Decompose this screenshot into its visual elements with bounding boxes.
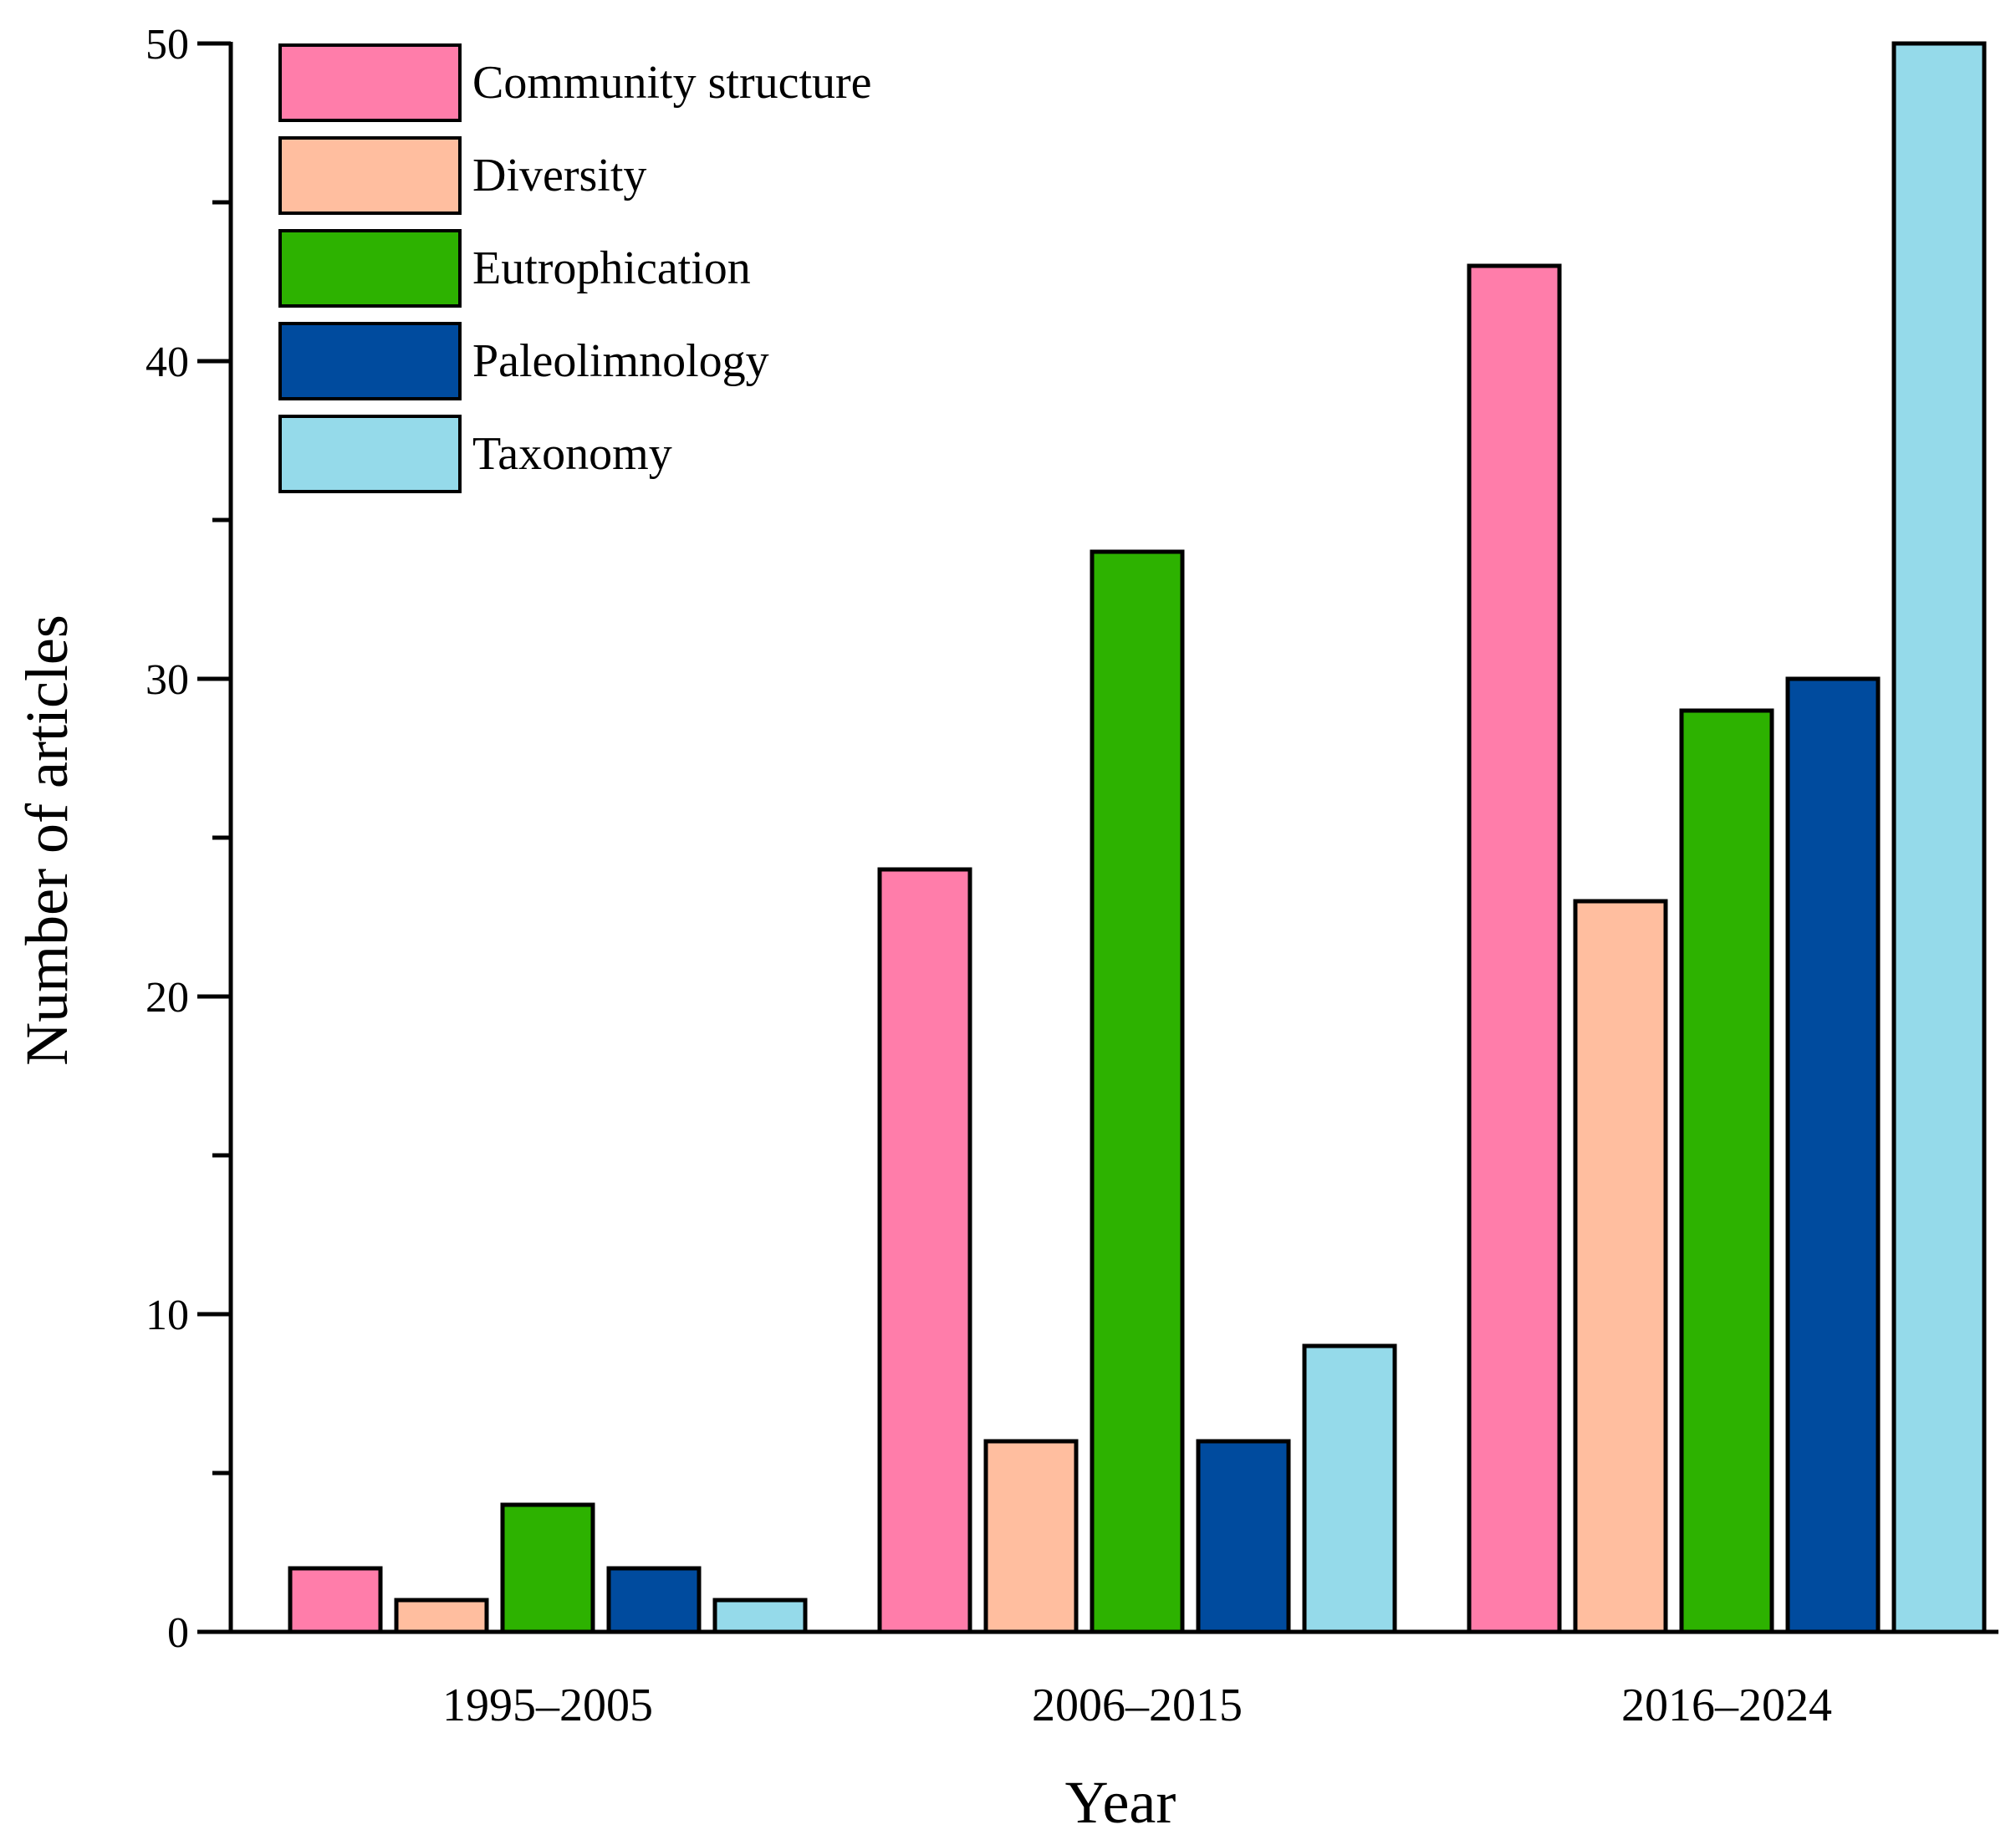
legend-swatch-community-structure	[278, 43, 462, 122]
legend-swatch-taxonomy	[278, 415, 462, 493]
bar-community-structure-1	[288, 1566, 383, 1634]
axes-group: 0 10 20 30 40 50 1995–2005 2006–2015 2016–2024	[145, 21, 1998, 1731]
x-category-label: 2016–2024	[1621, 1680, 1832, 1731]
bar-eutrophication-2	[1090, 549, 1185, 1634]
bar-paleolimnology-3	[1785, 676, 1881, 1634]
y-tick-label: 30	[145, 656, 189, 704]
legend-label-taxonomy: Taxonomy	[472, 428, 672, 480]
bar-taxonomy-3	[1891, 41, 1987, 1634]
legend-label-diversity: Diversity	[472, 150, 646, 201]
bar-diversity-1	[394, 1598, 489, 1634]
bar-eutrophication-3	[1679, 708, 1774, 1634]
legend-label-eutrophication: Eutrophication	[472, 242, 751, 294]
y-tick-label: 50	[145, 21, 189, 69]
y-axis-title: Number of articles	[13, 614, 80, 1066]
bar-taxonomy-1	[712, 1598, 808, 1634]
legend-swatch-diversity	[278, 136, 462, 215]
y-tick-label: 40	[145, 339, 189, 386]
bar-community-structure-3	[1467, 263, 1562, 1634]
bar-diversity-2	[983, 1439, 1079, 1634]
legend-label-community-structure: Community structure	[472, 57, 872, 109]
x-axis-title: Year	[1065, 1769, 1176, 1835]
legend-label-paleolimnology: Paleolimnology	[472, 335, 769, 387]
bar-eutrophication-1	[500, 1502, 595, 1634]
y-tick-label: 0	[167, 1609, 189, 1657]
bars-group	[288, 41, 1987, 1634]
legend-swatch-eutrophication	[278, 229, 462, 308]
bar-community-structure-2	[877, 867, 972, 1634]
bar-diversity-3	[1573, 899, 1668, 1634]
legend: Community structure Diversity Eutrophicati…	[278, 43, 872, 493]
legend-swatch-paleolimnology	[278, 322, 462, 400]
y-tick-label: 10	[145, 1292, 189, 1339]
y-tick-label: 20	[145, 974, 189, 1022]
bar-paleolimnology-2	[1196, 1439, 1291, 1634]
x-category-label: 1995–2005	[442, 1680, 653, 1731]
bar-paleolimnology-1	[606, 1566, 702, 1634]
x-category-label: 2006–2015	[1032, 1680, 1243, 1731]
bar-taxonomy-2	[1302, 1343, 1397, 1634]
